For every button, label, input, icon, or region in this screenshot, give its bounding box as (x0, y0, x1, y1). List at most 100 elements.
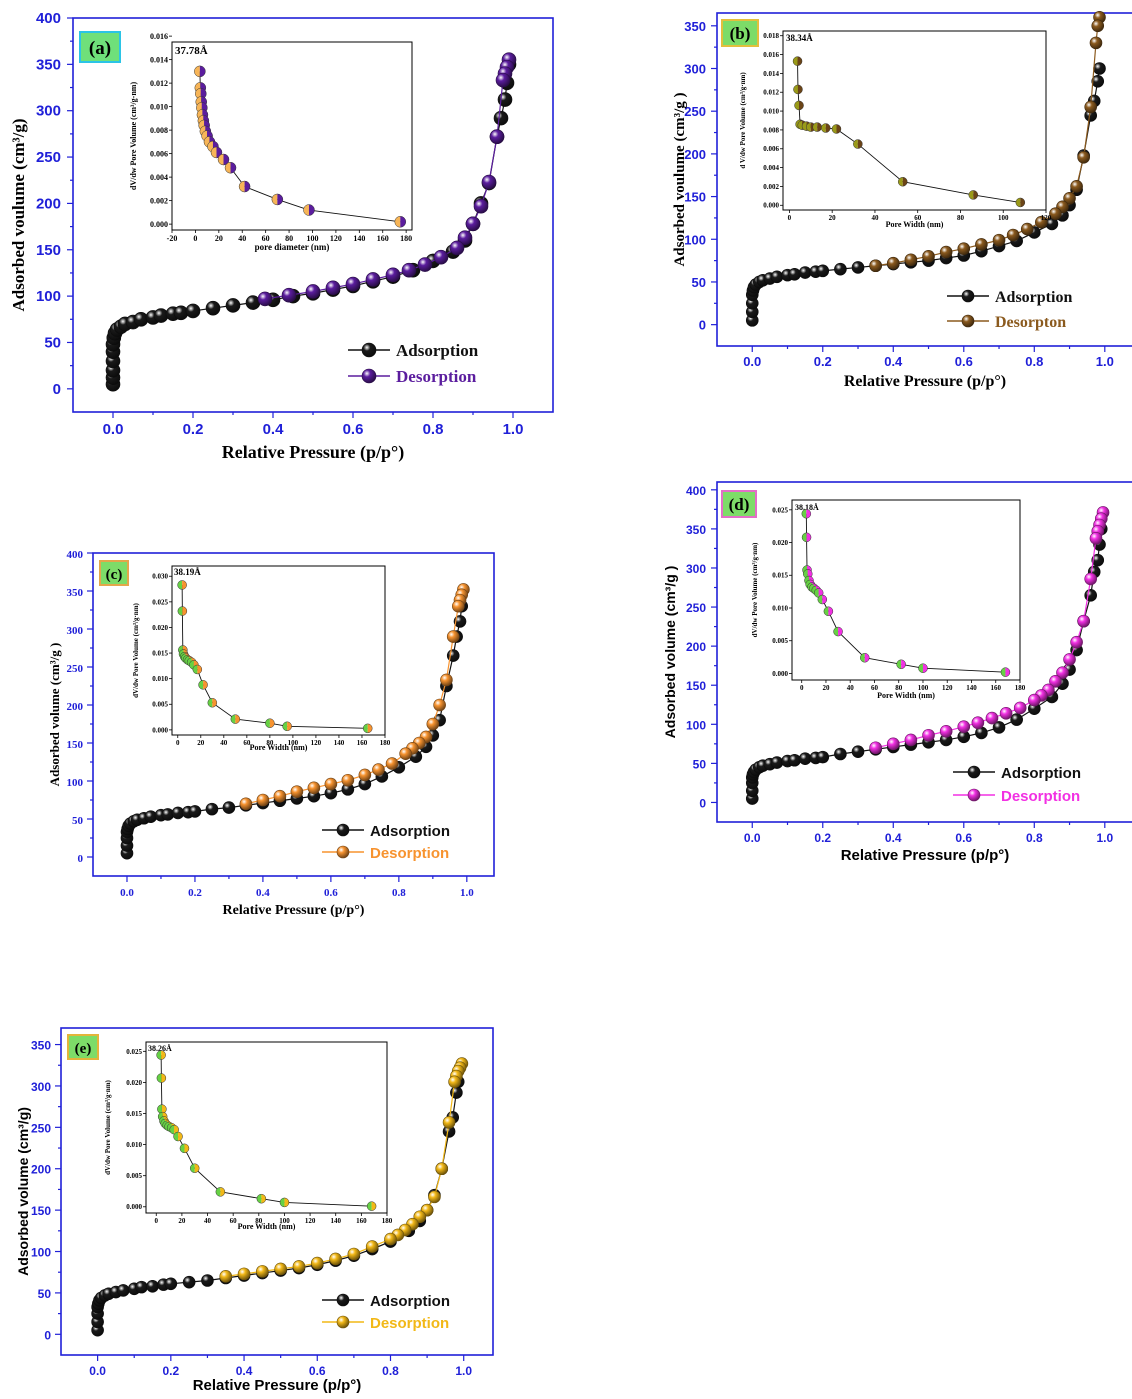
inset-point-left-half (207, 698, 213, 708)
inset-point-outline (968, 190, 979, 200)
inset-x-tick-label: 80 (255, 1217, 263, 1225)
y-tick-label: 50 (72, 815, 84, 827)
inset-point-left-half (194, 65, 200, 77)
desorption-point (1020, 222, 1034, 236)
y-tick-label: 150 (31, 1204, 51, 1218)
inset-point-right-half (806, 532, 812, 542)
inset-point-left-half (833, 627, 839, 637)
y-tick-label: 350 (686, 523, 706, 537)
y-tick-label: 300 (31, 1080, 51, 1094)
legend-marker (967, 788, 981, 802)
desorption-point (433, 698, 446, 712)
desorption-point (385, 757, 399, 770)
desorption-point (452, 599, 465, 613)
inset-point-left-half (177, 606, 183, 616)
inset-point-right-half (836, 124, 841, 134)
inset-point-outline (303, 204, 315, 216)
inset-x-tick-label: 160 (357, 739, 368, 747)
desorption-point (449, 240, 465, 256)
y-tick-label: 350 (36, 56, 61, 73)
inset-point (918, 663, 928, 673)
inset-x-tick-label: 120 (330, 234, 342, 243)
inset-point-left-half (169, 1125, 175, 1135)
inset-x-axis-label: pore diameter (nm) (255, 242, 330, 252)
inset-point-right-half (269, 718, 275, 728)
inset-point-right-half (161, 1073, 166, 1083)
inset-x-tick-label: 0 (800, 684, 804, 692)
inset-point-outline (179, 1143, 190, 1154)
inset-point-right-half (178, 1132, 183, 1142)
inset-point-left-half (814, 588, 819, 598)
inset-point-outline (210, 146, 223, 159)
inset-point (217, 153, 230, 166)
inset-x-tick-label: 160 (356, 1217, 367, 1225)
desorption-point (457, 230, 473, 246)
inset-point (189, 1163, 200, 1173)
desorption-point (292, 1260, 306, 1273)
inset-point (179, 1143, 190, 1154)
inset-y-axis-label: d V/dw Pore Volume (cm³/g·nm) (739, 72, 747, 169)
x-tick-label: 0.8 (392, 887, 406, 899)
x-tick-label: 1.0 (1096, 831, 1113, 845)
desorption-point (495, 72, 511, 88)
y-tick-label: 100 (684, 232, 706, 247)
inset-point-right-half (838, 627, 843, 637)
inset-point-left-half (793, 56, 798, 66)
y-tick-label: 150 (684, 190, 706, 205)
desorption-point (385, 267, 401, 283)
y-tick-label: 50 (692, 275, 706, 290)
legend-label: Adsorption (995, 289, 1072, 306)
inset-point (817, 594, 828, 605)
inset-x-tick-label: 40 (204, 1217, 212, 1225)
y-tick-label: 200 (36, 195, 61, 212)
adsorption-point (1010, 713, 1023, 726)
desorption-point (341, 773, 355, 787)
inset-point-left-half (265, 718, 270, 728)
inset-point-right-half (799, 100, 804, 110)
inset-x-axis-label: Pore Width (nm) (250, 743, 308, 752)
inset-x-tick-label: 120 (305, 1217, 316, 1225)
inset-point (271, 193, 284, 206)
inset-point-right-half (857, 139, 863, 149)
inset-point-right-half (182, 580, 187, 590)
inset-point (194, 65, 206, 78)
inset-point-left-half (303, 204, 309, 216)
desorption-point (869, 741, 882, 755)
inset-point-left-half (801, 509, 807, 519)
desorption-point (1089, 531, 1103, 545)
inset-x-tick-label: 0 (788, 214, 792, 222)
x-tick-label: 0.4 (885, 831, 902, 845)
desorption-point (446, 630, 460, 643)
desorption-point (417, 257, 433, 272)
inset-point-outline (177, 580, 187, 590)
desorption-point (274, 1262, 287, 1276)
x-tick-label: 0.4 (263, 421, 285, 438)
chart-panel-c: 0.0 0.2 0.4 0.6 0.8 1.00501001502002503003504… (47, 549, 495, 918)
y-tick-label: 250 (31, 1121, 51, 1135)
adsorption-point (116, 1284, 130, 1297)
x-tick-label: 0.2 (188, 887, 202, 899)
inset-point-left-half (860, 653, 865, 663)
legend-marker (336, 845, 350, 859)
desorption-point (310, 1256, 324, 1270)
inset-point-left-half (806, 122, 811, 132)
inset-point-left-half (173, 1132, 179, 1142)
inset-point (366, 1201, 377, 1211)
inset-point (156, 1073, 167, 1083)
y-axis-label: Adsorbed volume (cm³/g ) (47, 643, 62, 787)
inset-point-outline (896, 659, 906, 670)
chart-panel-e: 0.0 0.2 0.4 0.6 0.8 1.0050100150200250300350R… (15, 1027, 494, 1394)
desorption-point (1049, 675, 1062, 688)
inset-x-tick-label: 40 (871, 214, 879, 222)
inset-chart: 0 20 40 60 80 100 120 140 160 180 0.000 0.005 0.010 0… (751, 499, 1026, 700)
inset-point (215, 1187, 226, 1197)
desorption-point (886, 256, 900, 270)
inset-point (792, 56, 803, 66)
desorption-point (1084, 572, 1097, 586)
y-tick-label: 400 (686, 484, 706, 498)
y-tick-label: 0 (44, 1328, 51, 1342)
inset-y-tick-label: 0.005 (772, 637, 788, 645)
adsorption-point (173, 305, 189, 321)
inset-x-axis-label: Pore Width (nm) (886, 220, 944, 229)
y-tick-label: 250 (67, 663, 84, 675)
